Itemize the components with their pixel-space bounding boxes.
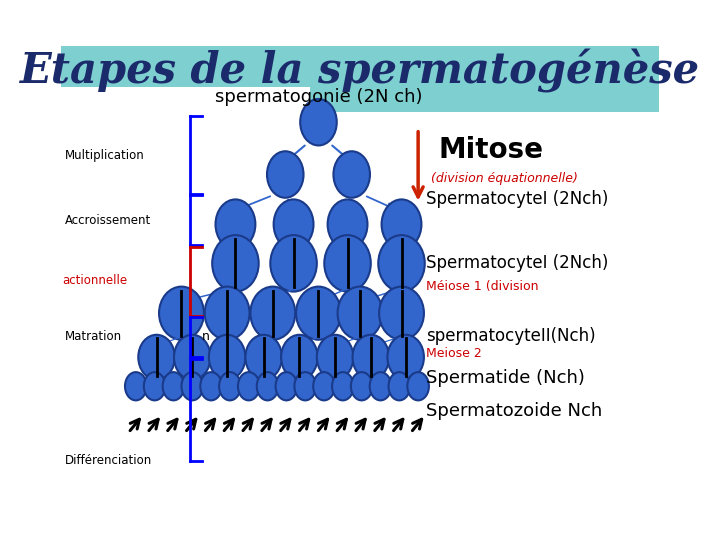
Ellipse shape: [219, 372, 240, 400]
Ellipse shape: [257, 372, 279, 400]
Text: Spermatozoide Nch: Spermatozoide Nch: [426, 402, 603, 420]
Ellipse shape: [276, 372, 297, 400]
Ellipse shape: [209, 335, 246, 380]
Bar: [61, 46, 659, 87]
Text: (division équationnelle): (division équationnelle): [431, 172, 577, 185]
Ellipse shape: [281, 335, 318, 380]
Ellipse shape: [267, 151, 304, 198]
Bar: [310, 87, 659, 112]
Ellipse shape: [204, 287, 250, 340]
Ellipse shape: [332, 372, 354, 400]
Ellipse shape: [389, 372, 410, 400]
Ellipse shape: [333, 151, 370, 198]
Ellipse shape: [251, 287, 295, 340]
Ellipse shape: [138, 335, 175, 380]
Ellipse shape: [144, 372, 166, 400]
Ellipse shape: [313, 372, 335, 400]
Ellipse shape: [174, 335, 210, 380]
Ellipse shape: [369, 372, 391, 400]
Ellipse shape: [408, 372, 429, 400]
Ellipse shape: [300, 99, 337, 145]
Ellipse shape: [338, 287, 382, 340]
Ellipse shape: [181, 372, 203, 400]
Text: spermatogonie (2N ch): spermatogonie (2N ch): [215, 88, 422, 106]
Text: Meiose 2: Meiose 2: [426, 347, 482, 360]
Ellipse shape: [246, 335, 282, 380]
Ellipse shape: [378, 235, 425, 292]
Ellipse shape: [317, 335, 354, 380]
Text: SpermatocyteI (2Nch): SpermatocyteI (2Nch): [426, 191, 609, 208]
Text: Accroissement: Accroissement: [66, 214, 151, 227]
Ellipse shape: [159, 287, 204, 340]
Text: Spermatide (Nch): Spermatide (Nch): [426, 369, 585, 387]
Text: Méiose 1 (division: Méiose 1 (division: [426, 280, 539, 293]
Ellipse shape: [351, 372, 372, 400]
Ellipse shape: [324, 235, 371, 292]
Ellipse shape: [212, 235, 258, 292]
Ellipse shape: [200, 372, 222, 400]
Ellipse shape: [274, 199, 313, 249]
Text: Etapes de la spermatogénèse: Etapes de la spermatogénèse: [20, 49, 700, 93]
Ellipse shape: [353, 335, 389, 380]
Ellipse shape: [125, 372, 147, 400]
Ellipse shape: [294, 372, 316, 400]
Text: Multiplication: Multiplication: [66, 149, 145, 162]
Ellipse shape: [328, 199, 367, 249]
Ellipse shape: [163, 372, 184, 400]
Text: spermatocyteII(Nch): spermatocyteII(Nch): [426, 327, 596, 346]
Ellipse shape: [238, 372, 259, 400]
Text: actionnelle: actionnelle: [63, 274, 128, 287]
Ellipse shape: [215, 199, 256, 249]
Ellipse shape: [382, 199, 421, 249]
Ellipse shape: [379, 287, 424, 340]
Ellipse shape: [296, 287, 341, 340]
Text: Mitose: Mitose: [439, 136, 544, 164]
Text: n: n: [202, 330, 210, 343]
Text: Différenciation: Différenciation: [66, 455, 153, 468]
Ellipse shape: [270, 235, 317, 292]
Text: SpermatocyteI (2Nch): SpermatocyteI (2Nch): [426, 254, 609, 272]
Ellipse shape: [387, 335, 424, 380]
Text: Matration: Matration: [66, 330, 122, 343]
